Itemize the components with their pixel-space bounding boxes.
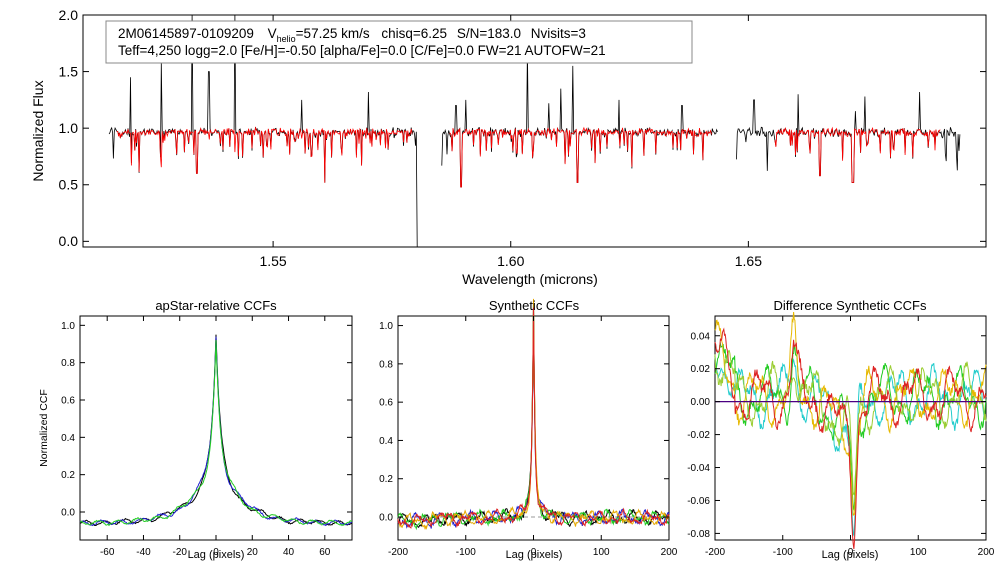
x-tick-label: 40	[283, 547, 295, 558]
x-tick-label: 200	[661, 547, 678, 558]
apstar-ccf-axes: -60 -40 -20 0 20 40 60 0.0 0.2 0.4 0.6 0.8 1.0	[61, 316, 352, 558]
x-tick-label: 20	[247, 547, 259, 558]
apstar-ccf-line	[79, 340, 353, 527]
difference-ccf-panel: -200 -100 0 100 200 -0.08 -0.06 -0.04 -0.02 0.00 0…	[687, 298, 995, 561]
x-tick-label: 0	[848, 547, 854, 558]
apstar-ccf-x-axis-label: Lag (pixels)	[188, 549, 245, 561]
synthetic-ccf-line	[397, 298, 670, 530]
y-tick-label: -0.02	[687, 430, 710, 441]
synthetic-ccf-axes: -200 -100 0 100 200 0.0 0.2 0.4 0.6 0.8 1.0	[379, 316, 678, 558]
spectrum-series-group	[108, 15, 961, 247]
x-tick-label: 1.55	[259, 253, 286, 269]
spectrum-axes: 1.55 1.60 1.65 0.0 0.5 1.0 1.5 2.0	[59, 7, 986, 269]
y-tick-label: 0.5	[59, 177, 79, 193]
y-tick-label: 1.0	[61, 321, 75, 332]
synthetic-ccf-x-axis-label: Lag (pixels)	[506, 549, 563, 561]
y-tick-label: -0.06	[687, 496, 710, 507]
spectrum-lines	[108, 15, 961, 247]
difference-ccf-line	[714, 327, 987, 550]
y-tick-label: 0.0	[61, 508, 75, 519]
apstar-ccf-line	[79, 336, 353, 527]
x-tick-label: 60	[319, 547, 331, 558]
spectrum-plot-frame	[82, 14, 987, 248]
apstar-ccf-panel: -60 -40 -20 0 20 40 60 0.0 0.2 0.4 0.6 0.8 1.0 apSta…	[38, 298, 353, 561]
apstar-ccf-line	[79, 334, 353, 527]
observed-spectrum-line	[441, 48, 718, 188]
spectrum-y-axis-label: Normalized Flux	[30, 80, 46, 181]
y-tick-label: 0.02	[691, 364, 711, 375]
apstar-ccf-title: apStar-relative CCFs	[155, 298, 277, 313]
x-tick-label: 0	[213, 547, 219, 558]
x-tick-label: -100	[773, 547, 793, 558]
difference-ccf-axes: -200 -100 0 100 200 -0.08 -0.06 -0.04 -0.02 0.00 0…	[687, 316, 995, 558]
x-tick-label: -100	[456, 547, 476, 558]
x-tick-label: -200	[705, 547, 725, 558]
y-tick-label: 0.6	[379, 398, 393, 409]
y-tick-label: 0.0	[59, 233, 79, 249]
vhelio-subscript: helio	[277, 34, 296, 44]
x-tick-label: 0	[531, 547, 537, 558]
x-tick-label: 100	[910, 547, 927, 558]
apstar-ccf-series-group	[79, 334, 353, 527]
difference-ccf-series-group	[714, 311, 987, 550]
apstar-ccf-y-axis-label: Normalized CCF	[38, 389, 50, 467]
y-tick-label: 0.8	[379, 359, 393, 370]
snr-value: S/N=183.0	[457, 26, 521, 41]
model-spectrum-line	[116, 126, 413, 183]
spectrum-x-axis-label: Wavelength (microns)	[462, 271, 598, 287]
y-tick-label: 2.0	[59, 7, 79, 23]
synthetic-ccf-series-group	[397, 298, 670, 531]
difference-ccf-title: Difference Synthetic CCFs	[774, 298, 927, 313]
star-id: 2M06145897-0109209	[118, 26, 254, 41]
observed-spectrum-line	[736, 91, 961, 183]
vhelio-value: =57.25 km/s	[296, 26, 370, 41]
y-tick-label: 0.0	[379, 513, 393, 524]
y-tick-label: 0.8	[61, 358, 75, 369]
y-tick-label: 0.00	[691, 397, 711, 408]
model-spectrum-line	[774, 126, 941, 183]
y-tick-label: 1.5	[59, 63, 79, 79]
y-tick-label: 0.4	[61, 433, 75, 444]
model-spectrum-line	[449, 126, 712, 188]
x-tick-label: -60	[100, 547, 115, 558]
y-tick-label: 0.4	[379, 436, 393, 447]
x-tick-label: -40	[136, 547, 151, 558]
x-tick-label: 1.60	[497, 253, 524, 269]
y-tick-label: -0.08	[687, 529, 710, 540]
difference-ccf-line	[714, 341, 987, 512]
y-tick-label: 0.6	[61, 396, 75, 407]
x-tick-label: 100	[593, 547, 610, 558]
difference-ccf-x-axis-label: Lag (pixels)	[822, 549, 879, 561]
x-tick-label: -200	[388, 547, 408, 558]
x-tick-label: 200	[978, 547, 995, 558]
y-tick-label: 0.04	[691, 331, 711, 342]
nvisits-value: Nvisits=3	[531, 26, 586, 41]
synthetic-ccf-panel: -200 -100 0 100 200 0.0 0.2 0.4 0.6 0.8 1.0 Synthe…	[379, 298, 678, 561]
y-tick-label: -0.04	[687, 463, 710, 474]
x-tick-label: 1.65	[735, 253, 762, 269]
stellar-parameters-line: Teff=4,250 logg=2.0 [Fe/H]=-0.50 [alpha/…	[118, 43, 606, 58]
y-tick-label: 0.2	[379, 474, 393, 485]
x-tick-label: -20	[173, 547, 188, 558]
y-tick-label: 1.0	[379, 321, 393, 332]
synthetic-ccf-line	[397, 307, 670, 529]
chisq-value: chisq=6.25	[381, 26, 447, 41]
y-tick-label: 0.2	[61, 470, 75, 481]
y-tick-label: 1.0	[59, 120, 79, 136]
spectrum-info-line-1: 2M06145897-0109209 Vhelio=57.25 km/s chi…	[118, 26, 586, 44]
spectrum-info-box	[105, 20, 693, 64]
vhelio-label: V	[268, 26, 277, 41]
synthetic-ccf-title: Synthetic CCFs	[489, 298, 580, 313]
spectrum-panel: 1.55 1.60 1.65 0.0 0.5 1.0 1.5 2.0 2M06145897-0…	[30, 7, 987, 287]
